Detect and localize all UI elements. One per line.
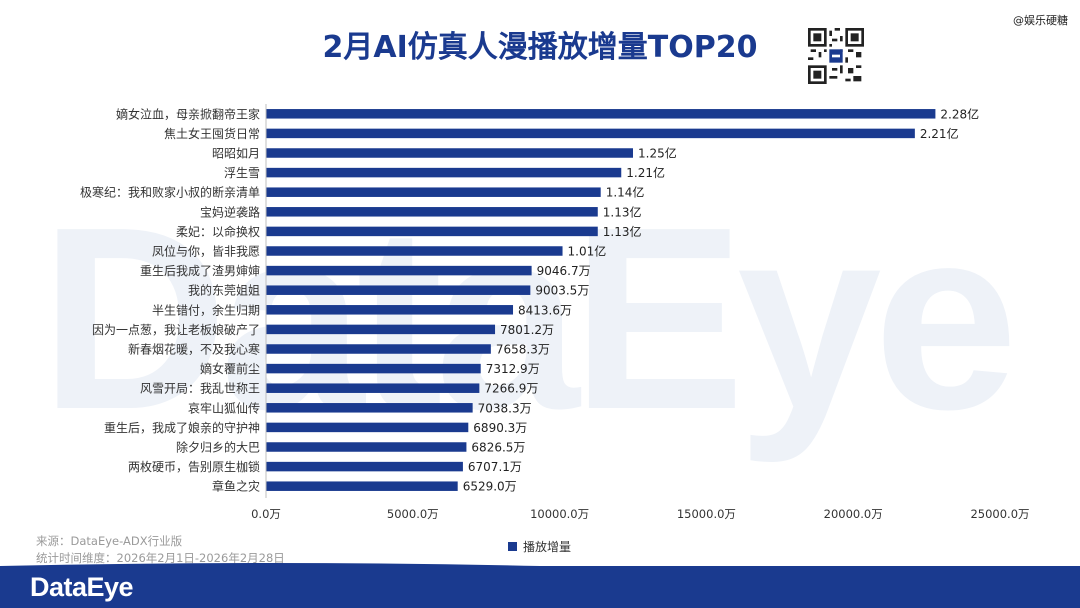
x-tick-label: 25000.0万: [970, 507, 1029, 521]
category-label: 除夕归乡的大巴: [176, 440, 260, 455]
data-label: 1.14亿: [606, 185, 645, 200]
bar: [266, 324, 496, 335]
category-label: 昭昭如月: [212, 146, 260, 161]
category-label: 浮生雪: [224, 166, 260, 180]
bar: [266, 187, 601, 197]
bar: [266, 128, 915, 139]
category-label: 凤位与你，皆非我愿: [152, 244, 260, 259]
x-tick-label: 15000.0万: [677, 507, 736, 521]
bar: [266, 207, 598, 217]
source-line-2: 统计时间维度：2026年2月1日-2026年2月28日: [36, 551, 285, 565]
data-label: 1.13亿: [603, 204, 642, 219]
bar: [266, 148, 633, 158]
data-label: 6826.5万: [471, 441, 525, 455]
category-label: 重生后我成了渣男婶婶: [140, 263, 260, 278]
data-label: 6707.1万: [468, 460, 522, 474]
category-label: 两枚硬币，告别原生枷锁: [128, 459, 260, 474]
category-label: 我的东莞姐姐: [188, 283, 260, 298]
data-label: 7658.3万: [496, 343, 550, 357]
category-label: 柔妃：以命换权: [176, 224, 260, 239]
bar: [266, 285, 531, 295]
x-tick-label: 20000.0万: [824, 507, 883, 521]
data-label: 7312.9万: [486, 362, 540, 376]
source-line-1: 来源：DataEye-ADX行业版: [36, 534, 183, 548]
category-labels: 嫡女泣血，母亲掀翻帝王家焦土女王囤货日常昭昭如月浮生雪极寒纪：我和败家小叔的断亲…: [80, 106, 260, 493]
category-label: 哀牢山狐仙传: [188, 400, 260, 415]
weibo-handle: @娱乐硬糖: [1013, 14, 1068, 27]
x-axis-ticks: 0.0万 5000.0万 10000.0万 15000.0万 20000.0万 25000…: [251, 507, 1029, 521]
chart-title: 2月AI仿真人漫播放增量TOP20: [322, 30, 758, 65]
bar: [266, 344, 491, 354]
footer-bar: DataEye: [0, 563, 1080, 608]
bar: [266, 167, 622, 178]
data-label: 8413.6万: [518, 303, 572, 317]
x-tick-label: 10000.0万: [530, 507, 589, 521]
data-label: 1.25亿: [638, 146, 677, 161]
bar: [266, 403, 473, 413]
x-tick-label: 5000.0万: [387, 507, 439, 521]
data-label: 6890.3万: [473, 421, 527, 435]
bar: [266, 246, 563, 256]
data-label: 7266.9万: [484, 382, 538, 396]
source-note: 来源：DataEye-ADX行业版 统计时间维度：2026年2月1日-2026年…: [36, 533, 285, 567]
bar: [266, 265, 532, 276]
watermark: DataEye: [40, 174, 1018, 464]
bar: [266, 109, 936, 119]
bar-group: [266, 109, 936, 491]
data-label: 1.13亿: [603, 224, 642, 239]
data-label: 2.21亿: [920, 126, 959, 141]
bar: [266, 461, 463, 472]
brand-logo: DataEye: [30, 572, 134, 602]
category-label: 嫡女泣血，母亲掀翻帝王家: [116, 106, 260, 121]
category-label: 重生后，我成了娘亲的守护神: [104, 420, 260, 435]
bar: [266, 305, 514, 315]
legend-swatch: [508, 542, 517, 551]
data-label: 9046.7万: [537, 264, 591, 278]
data-label: 9003.5万: [535, 284, 589, 298]
legend-label: 播放增量: [523, 540, 572, 554]
value-labels: 2.28亿 2.21亿 1.25亿 1.21亿 1.14亿 1.13亿 1.13亿 1.01亿…: [463, 106, 979, 493]
legend: 播放增量: [508, 538, 571, 555]
bar: [266, 422, 469, 433]
bar: [266, 481, 458, 491]
data-label: 1.21亿: [626, 165, 665, 180]
category-label: 宝妈逆袭路: [200, 204, 260, 219]
category-label: 新春烟花暖，不及我心寒: [128, 342, 260, 357]
category-label: 半生错付，余生归期: [152, 302, 260, 317]
category-label: 焦土女王囤货日常: [164, 126, 260, 141]
footer-wave: [0, 563, 1080, 572]
data-label: 2.28亿: [940, 106, 979, 121]
category-label: 因为一点葱，我让老板娘破产了: [92, 322, 260, 337]
category-label: 嫡女覆前尘: [200, 361, 260, 376]
bar: [266, 383, 480, 393]
data-label: 6529.0万: [463, 480, 517, 494]
category-label: 风雪开局：我乱世称王: [140, 382, 260, 396]
data-label: 1.01亿: [568, 244, 607, 259]
bar: [266, 363, 481, 374]
data-label: 7038.3万: [478, 401, 532, 415]
bar: [266, 442, 467, 452]
category-label: 极寒纪：我和败家小叔的断亲清单: [80, 185, 260, 200]
x-tick-label: 0.0万: [251, 507, 281, 521]
category-label: 章鱼之灾: [212, 479, 260, 494]
bar: [266, 226, 598, 237]
data-label: 7801.2万: [500, 323, 554, 337]
qr-code-icon: [808, 28, 864, 84]
